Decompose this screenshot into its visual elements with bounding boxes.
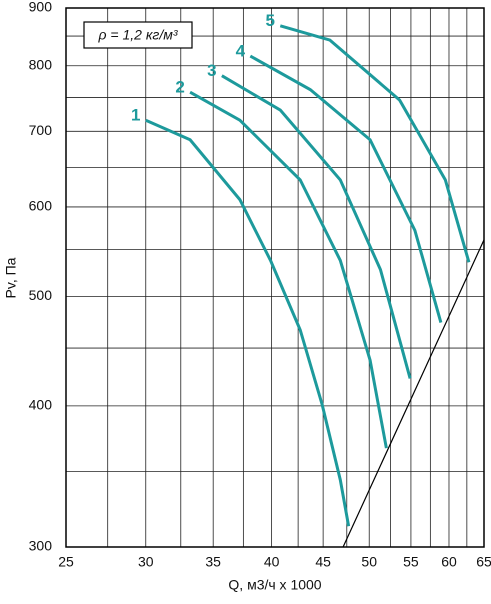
y-tick-label: 500 [29,287,53,303]
series-label: 2 [175,78,184,97]
x-tick-label: 60 [441,554,457,570]
series-label: 5 [266,11,275,30]
series-line [145,118,351,527]
y-tick-label: 400 [29,397,53,413]
series-line [342,239,485,548]
series-line [221,74,412,379]
x-tick-label: 50 [361,554,377,570]
series-line [279,24,471,263]
y-tick-label: 300 [29,538,53,554]
y-tick-label: 900 [29,0,53,15]
series-label: 4 [236,42,246,61]
series-label: 3 [207,61,216,80]
x-tick-label: 25 [58,554,74,570]
y-tick-label: 600 [29,198,53,214]
x-axis-title: Q, м3/ч x 1000 [228,577,321,593]
x-tick-label: 65 [476,554,491,570]
x-tick-label: 40 [264,554,280,570]
y-tick-label: 800 [29,56,53,72]
x-tick-label: 55 [403,554,419,570]
x-tick-label: 30 [138,554,154,570]
series-line [189,90,388,449]
plot-background [66,8,484,547]
annotation-box [83,21,193,49]
series-label: 1 [131,106,140,125]
plot-frame [65,7,485,548]
x-tick-label: 35 [205,554,221,570]
y-tick-label: 700 [29,122,53,138]
annotation: ρ = 1,2 кг/м³ [98,27,178,43]
series-line [249,54,443,323]
y-axis-title: Pv, Па [3,257,19,298]
x-tick-label: 45 [315,554,331,570]
